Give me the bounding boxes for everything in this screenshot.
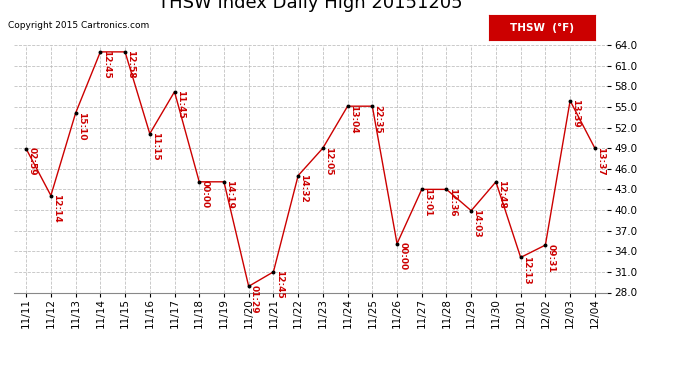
- Point: [119, 49, 130, 55]
- Text: 12:13: 12:13: [522, 256, 531, 285]
- Point: [416, 186, 427, 192]
- Text: Copyright 2015 Cartronics.com: Copyright 2015 Cartronics.com: [8, 21, 149, 30]
- Text: 14:19: 14:19: [225, 180, 234, 209]
- Text: 13:04: 13:04: [349, 105, 358, 134]
- Point: [144, 131, 155, 137]
- Point: [293, 172, 304, 178]
- Text: 14:32: 14:32: [299, 174, 308, 203]
- Text: 00:00: 00:00: [398, 242, 407, 270]
- Point: [317, 145, 328, 151]
- Point: [268, 269, 279, 275]
- Text: 12:05: 12:05: [324, 147, 333, 175]
- Title: THSW Index Daily High 20151205: THSW Index Daily High 20151205: [158, 0, 463, 12]
- Point: [342, 103, 353, 109]
- Point: [466, 208, 477, 214]
- Text: 15:10: 15:10: [77, 112, 86, 140]
- Text: 12:36: 12:36: [448, 188, 457, 217]
- Text: 13:39: 13:39: [571, 99, 580, 128]
- Point: [219, 179, 230, 185]
- Point: [367, 103, 378, 109]
- Text: 12:14: 12:14: [52, 194, 61, 223]
- Point: [441, 186, 452, 192]
- Text: 12:58: 12:58: [126, 51, 135, 79]
- Text: 12:45: 12:45: [101, 51, 110, 79]
- Point: [391, 241, 402, 247]
- Point: [540, 242, 551, 248]
- Text: 22:35: 22:35: [373, 105, 382, 134]
- Point: [46, 193, 57, 199]
- Point: [95, 49, 106, 55]
- Text: 11:15: 11:15: [151, 132, 160, 161]
- Text: 13:01: 13:01: [423, 188, 432, 216]
- Point: [564, 98, 575, 104]
- Text: 13:37: 13:37: [596, 147, 605, 176]
- Point: [515, 254, 526, 260]
- Point: [70, 110, 81, 116]
- Point: [21, 146, 32, 152]
- Text: 09:31: 09:31: [546, 244, 555, 272]
- Text: 12:45: 12:45: [275, 270, 284, 299]
- Point: [194, 179, 205, 185]
- Text: 11:45: 11:45: [176, 90, 185, 119]
- Point: [589, 145, 600, 151]
- Point: [169, 89, 180, 95]
- Text: 01:29: 01:29: [250, 285, 259, 314]
- Text: 00:00: 00:00: [201, 180, 210, 209]
- Text: 14:03: 14:03: [473, 209, 482, 238]
- Point: [243, 284, 254, 290]
- Point: [491, 179, 502, 185]
- Text: 12:48: 12:48: [497, 180, 506, 209]
- Text: 02:59: 02:59: [28, 147, 37, 176]
